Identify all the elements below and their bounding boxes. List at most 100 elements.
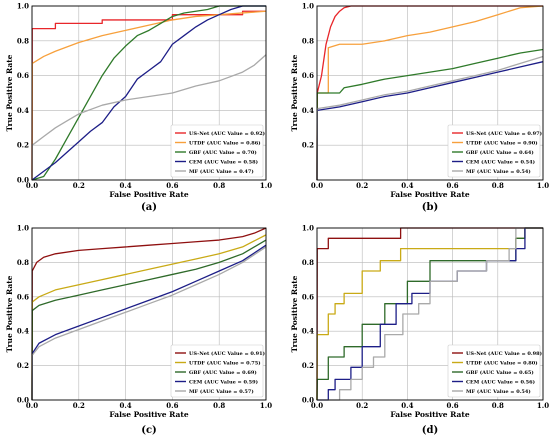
series-line-3 (31, 5, 266, 181)
y-axis-label: True Positive Rate (290, 54, 299, 131)
series-line-5 (31, 54, 267, 181)
x-tick-label-1: 0.2 (73, 181, 85, 190)
y-axis-label: True Positive Rate (5, 275, 14, 352)
y-tick-label-4: 0.8 (17, 258, 29, 267)
x-tick-label-4: 0.8 (213, 401, 225, 410)
y-tick-label-1: 0.2 (302, 141, 314, 150)
y-axis-label: True Positive Rate (5, 54, 14, 131)
y-tick-label-3: 0.6 (302, 71, 314, 80)
legend-entry-2: UTDF (AUC Value = 0.86) (189, 139, 261, 146)
y-tick-label-1: 0.2 (302, 361, 314, 370)
y-tick-label-0: 0.0 (302, 396, 314, 405)
legend-entry-5: MF (AUC Value = 0.54) (466, 388, 531, 395)
y-tick-label-1: 0.2 (17, 361, 29, 370)
x-axis-label: False Positive Rate (390, 190, 470, 199)
x-tick-label-0: 0.0 (26, 181, 38, 190)
y-tick-label-5: 1.0 (302, 224, 314, 233)
legend-entry-1: US-Net (AUC Value = 0.91) (189, 350, 265, 357)
legend: US-Net (AUC Value = 0.98) UTDF (AUC Value… (447, 344, 542, 398)
panel-caption: (d) (422, 425, 438, 436)
y-tick-label-4: 0.8 (17, 36, 29, 45)
legend-entry-1: US-Net (AUC Value = 0.97) (466, 130, 542, 137)
series-line-3 (316, 48, 544, 181)
y-tick-label-2: 0.4 (302, 106, 314, 115)
x-tick-label-1: 0.2 (356, 401, 368, 410)
legend-entry-2: UTDF (AUC Value = 0.90) (466, 139, 538, 146)
series-line-4 (31, 5, 266, 181)
y-tick-label-3: 0.6 (302, 292, 314, 301)
axes-frame (31, 227, 267, 401)
series-line-5 (31, 246, 267, 401)
y-tick-label-3: 0.6 (17, 292, 29, 301)
y-tick-label-0: 0.0 (17, 396, 29, 405)
series-line-4 (317, 227, 543, 401)
legend-entry-3: GBF (AUC Value = 0.65) (466, 369, 534, 376)
x-tick-label-5: 1.0 (260, 181, 272, 190)
panel-caption: (c) (141, 425, 157, 436)
x-tick-label-3: 0.6 (166, 401, 178, 410)
legend-entry-3: GBF (AUC Value = 0.64) (466, 149, 534, 156)
y-tick-label-3: 0.6 (17, 71, 29, 80)
legend-box (170, 124, 264, 178)
x-tick-label-0: 0.0 (311, 181, 323, 190)
legend-entry-2: UTDF (AUC Value = 0.75) (189, 359, 261, 366)
x-tick-label-5: 1.0 (537, 181, 549, 190)
x-axis-label: False Positive Rate (109, 410, 189, 419)
series-line-5 (316, 55, 544, 181)
panel-caption: (a) (141, 202, 157, 213)
x-tick-label-2: 0.4 (120, 181, 132, 190)
legend-entry-5: MF (AUC Value = 0.54) (466, 168, 531, 175)
panel-caption: (b) (422, 202, 438, 213)
roc-panel-1: 0.00.0 0.2 0.2 0.4 0.4 0.6 0.6 0.8 0.8 1.0 1.0 Fals… (5, 2, 272, 214)
y-tick-label-0: 0.0 (17, 176, 29, 185)
legend-entry-4: CEM (AUC Value = 0.58) (189, 158, 258, 165)
legend-box (447, 344, 541, 398)
x-tick-label-1: 0.2 (73, 401, 85, 410)
legend-entry-3: GBF (AUC Value = 0.70) (189, 149, 257, 156)
x-tick-label-5: 1.0 (537, 401, 549, 410)
legend-box (170, 344, 264, 398)
legend: US-Net (AUC Value = 0.92) UTDF (AUC Value… (170, 124, 265, 178)
legend: US-Net (AUC Value = 0.91) UTDF (AUC Value… (170, 344, 265, 398)
x-tick-label-4: 0.8 (492, 401, 504, 410)
legend-entry-5: MF (AUC Value = 0.57) (189, 388, 254, 395)
series-line-3 (31, 239, 267, 401)
y-tick-label-5: 1.0 (17, 224, 29, 233)
legend-entry-1: US-Net (AUC Value = 0.92) (189, 130, 265, 137)
x-tick-label-0: 0.0 (26, 401, 38, 410)
y-tick-label-2: 0.4 (17, 327, 29, 336)
x-axis-label: False Positive Rate (390, 410, 470, 419)
axes-frame (316, 227, 544, 401)
roc-panel-3: 0.00.0 0.2 0.2 0.4 0.4 0.6 0.6 0.8 0.8 1.0 1.0 Fals… (5, 224, 272, 437)
axes-frame (31, 5, 267, 181)
legend-entry-4: CEM (AUC Value = 0.54) (466, 158, 535, 165)
legend-entry-5: MF (AUC Value = 0.47) (189, 168, 254, 175)
legend-box (447, 124, 541, 178)
x-tick-label-4: 0.8 (492, 181, 504, 190)
roc-panel-2: 0.0 0.2 0.2 0.4 0.4 0.6 0.6 0.8 0.8 1.0 1.0 False P… (290, 2, 549, 214)
y-tick-label-1: 0.2 (17, 141, 29, 150)
series-line-1 (31, 227, 267, 401)
x-axis-label: False Positive Rate (109, 190, 189, 199)
y-tick-label-2: 0.4 (17, 106, 29, 115)
y-tick-label-2: 0.4 (302, 327, 314, 336)
roc-panel-4: 0.00.0 0.2 0.2 0.4 0.4 0.6 0.6 0.8 0.8 1.0 1.0 Fals… (290, 224, 549, 437)
y-tick-label-4: 0.8 (302, 258, 314, 267)
legend-entry-1: US-Net (AUC Value = 0.98) (466, 350, 542, 357)
series-line-2 (31, 234, 267, 401)
axes-frame (316, 5, 544, 181)
y-tick-label-5: 1.0 (17, 2, 29, 11)
legend-entry-3: GBF (AUC Value = 0.69) (189, 369, 257, 376)
x-tick-label-3: 0.6 (447, 401, 459, 410)
x-tick-label-3: 0.6 (166, 181, 178, 190)
series-line-4 (31, 244, 267, 401)
x-tick-label-3: 0.6 (447, 181, 459, 190)
series-line-2 (316, 5, 544, 181)
x-tick-label-0: 0.0 (311, 401, 323, 410)
x-tick-label-5: 1.0 (260, 401, 272, 410)
y-tick-label-4: 0.8 (302, 36, 314, 45)
x-tick-label-2: 0.4 (120, 401, 132, 410)
series-line-5 (317, 227, 543, 401)
x-tick-label-1: 0.2 (356, 181, 368, 190)
